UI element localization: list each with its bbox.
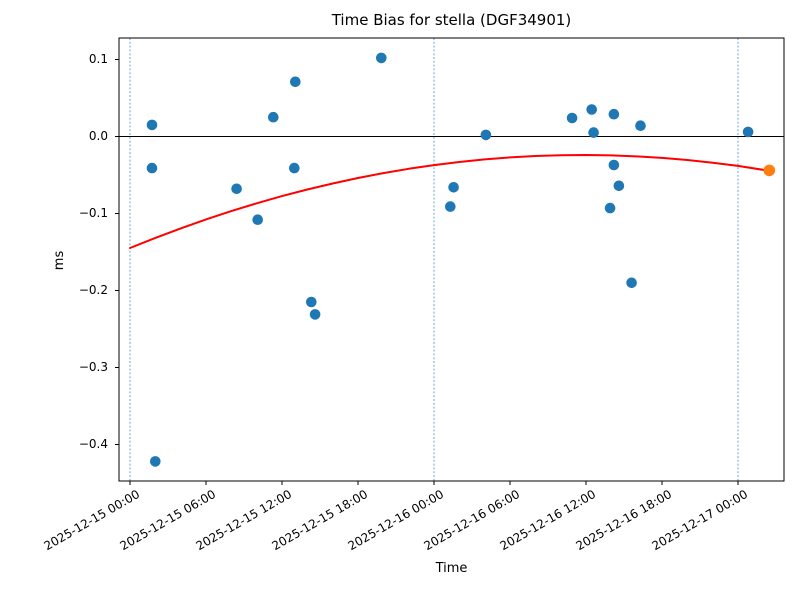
chart-title: Time Bias for stella (DGF34901) xyxy=(331,11,572,29)
data-point xyxy=(231,183,242,195)
data-point xyxy=(448,182,459,193)
data-point xyxy=(480,129,492,141)
axes-frame xyxy=(118,37,785,482)
data-point xyxy=(309,309,321,320)
data-point xyxy=(268,111,279,123)
data-point xyxy=(588,127,599,138)
data-point xyxy=(306,296,317,308)
y-tick-label: −0.1 xyxy=(78,205,108,220)
y-tick-label: 0.1 xyxy=(88,51,108,66)
y-axis-label: ms xyxy=(52,250,68,271)
data-point xyxy=(252,214,263,225)
data-point xyxy=(445,201,456,212)
data-point xyxy=(289,162,300,174)
y-tick-label: 0.0 xyxy=(88,128,108,143)
data-point xyxy=(150,456,161,467)
data-point xyxy=(626,277,637,289)
data-point xyxy=(586,104,597,115)
fit-line xyxy=(129,154,771,249)
data-point xyxy=(742,126,754,138)
data-point xyxy=(608,108,620,120)
y-tick-label: −0.2 xyxy=(78,282,108,297)
data-point xyxy=(566,112,578,124)
x-axis-label: Time xyxy=(435,561,468,576)
data-point xyxy=(376,52,387,64)
data-point xyxy=(146,162,158,174)
y-tick-label: −0.3 xyxy=(78,359,108,374)
data-point xyxy=(635,120,646,131)
data-point xyxy=(604,202,616,214)
data-point xyxy=(146,119,158,131)
y-tick-label: −0.4 xyxy=(78,437,108,451)
data-point xyxy=(613,180,625,192)
highlight-point xyxy=(763,164,776,177)
data-point xyxy=(290,76,301,88)
data-point xyxy=(608,159,620,171)
